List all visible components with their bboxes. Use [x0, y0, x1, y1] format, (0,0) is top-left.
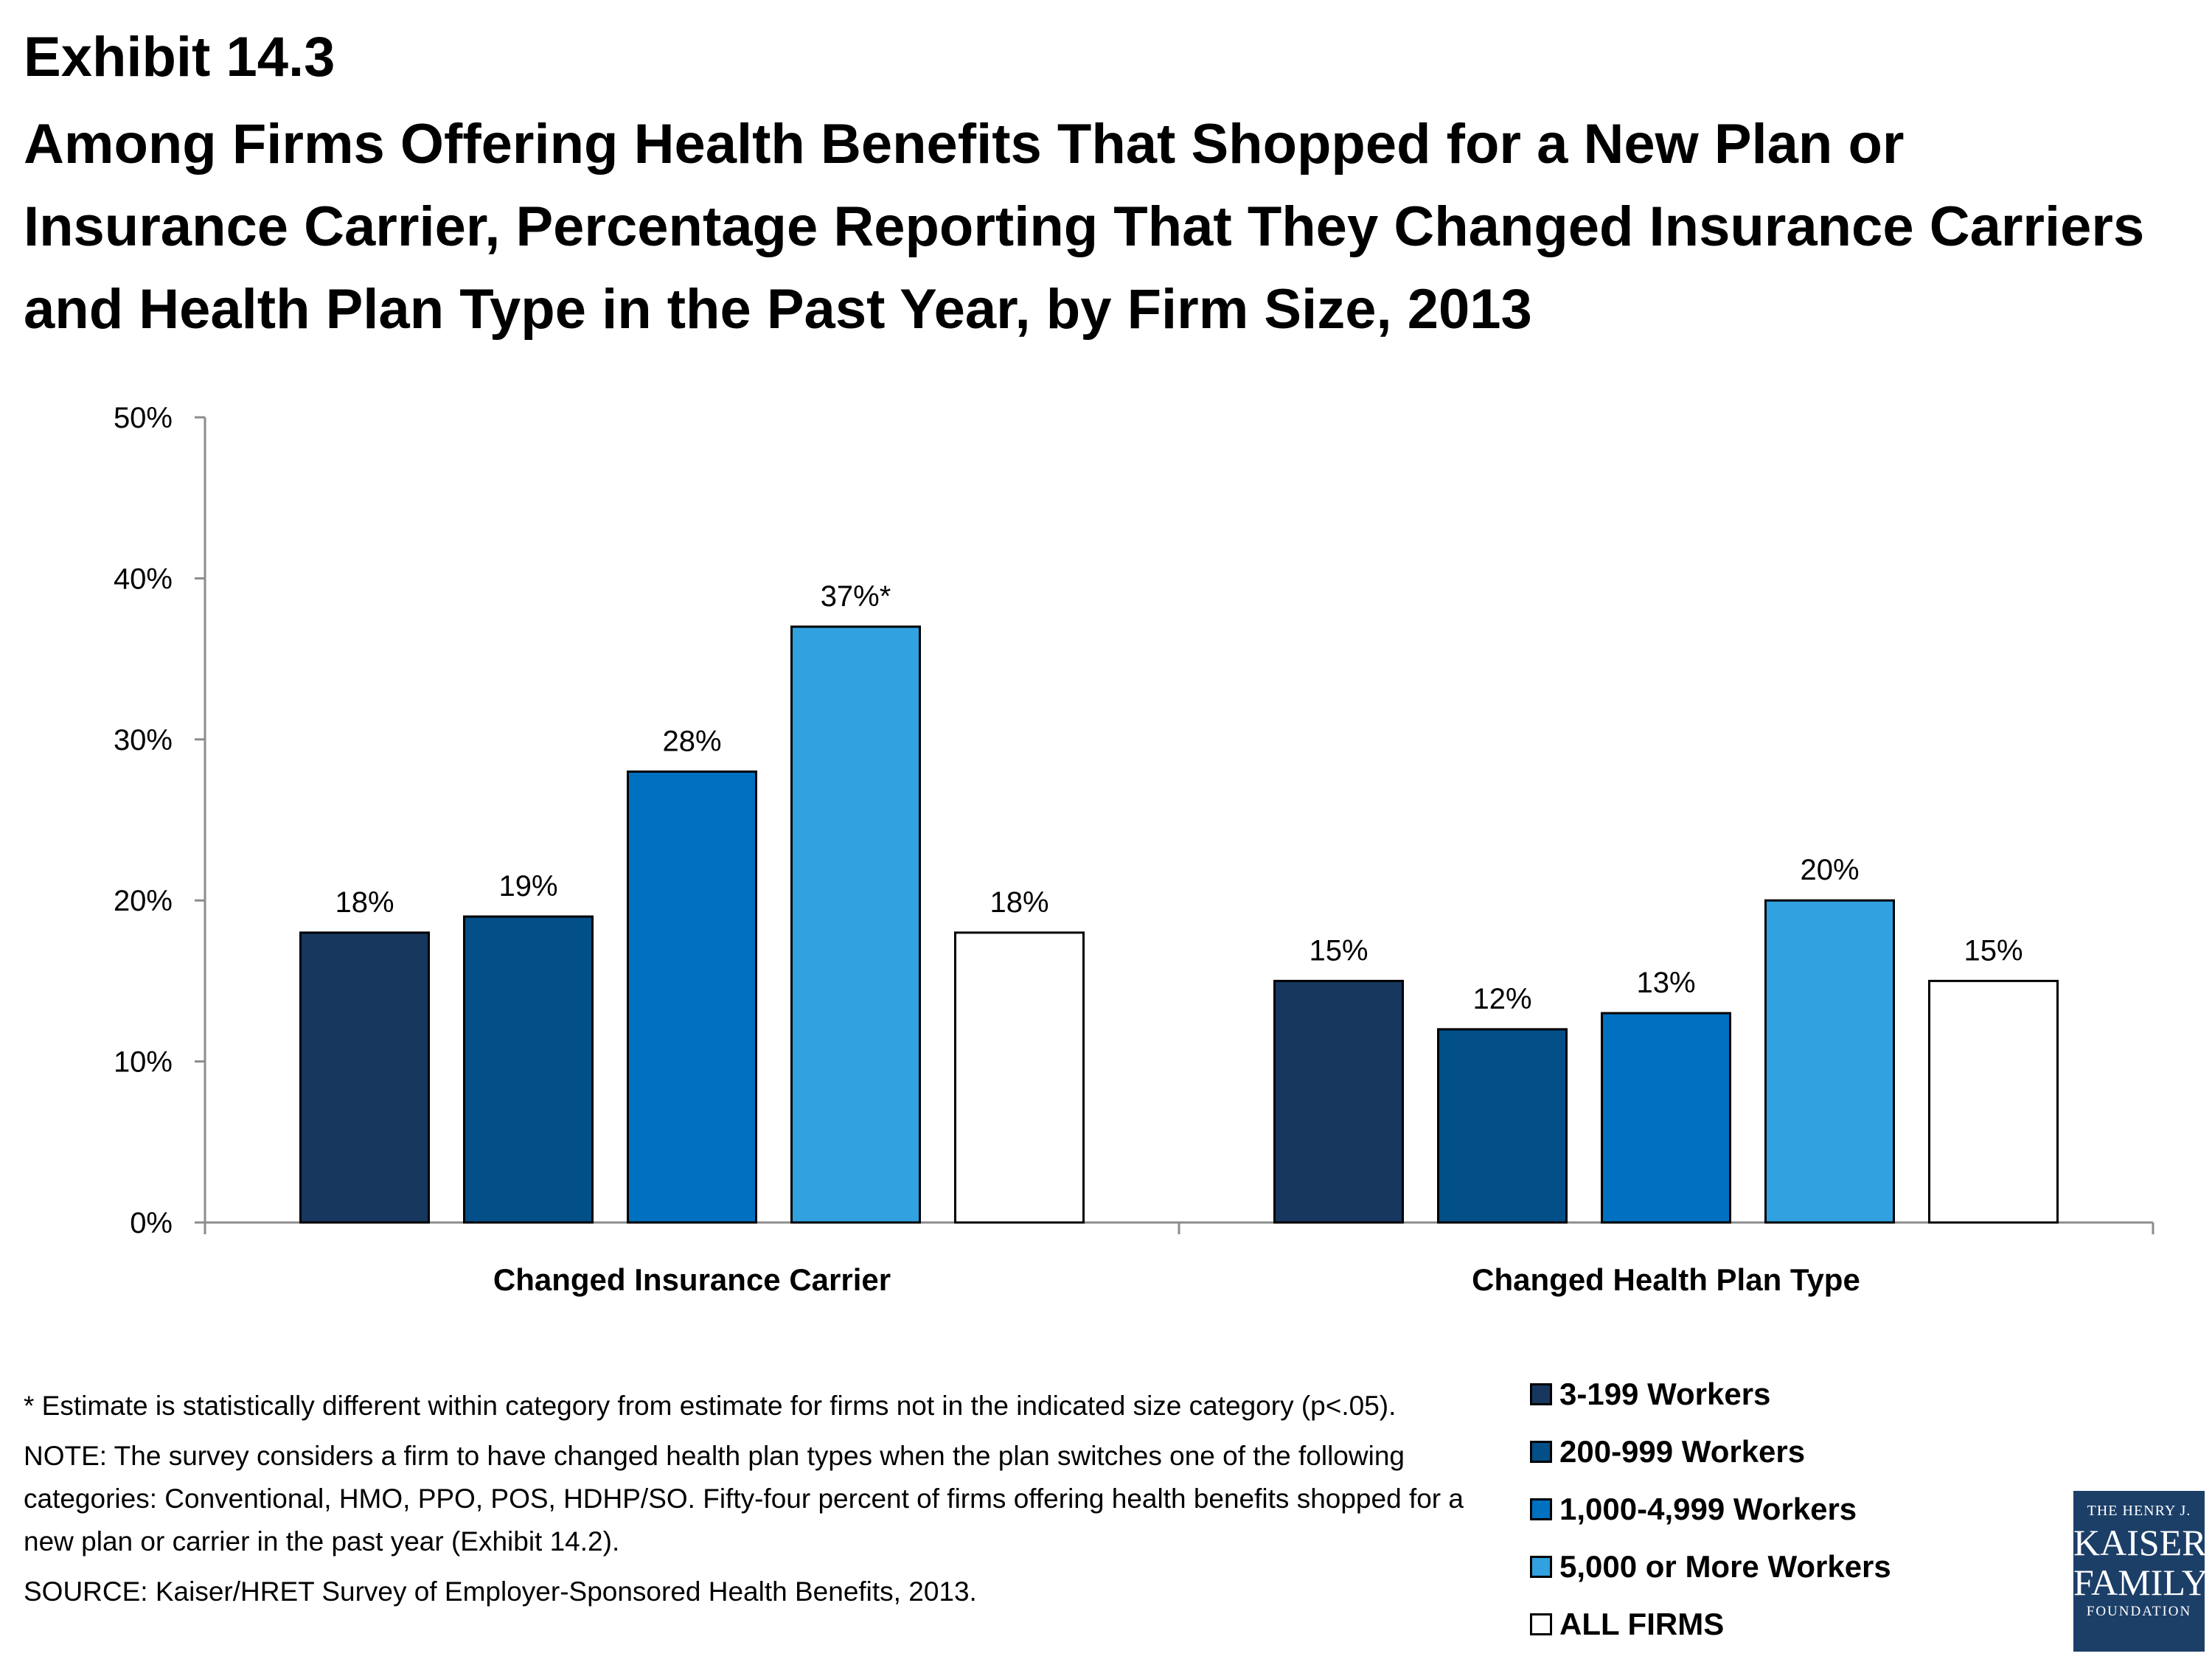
logo-line-2: KAISER — [2073, 1522, 2207, 1563]
legend-item: 1,000-4,999 Workers — [1530, 1481, 1891, 1538]
legend-swatch — [1530, 1556, 1552, 1578]
logo-line-4: FOUNDATION — [2086, 1604, 2192, 1619]
bar — [299, 931, 430, 1224]
bar — [463, 915, 594, 1224]
legend-swatch — [1530, 1498, 1552, 1520]
legend-label: 5,000 or More Workers — [1559, 1549, 1891, 1584]
logo-line-1: THE HENRY J. — [2087, 1503, 2191, 1519]
bar-value-label: 19% — [498, 870, 557, 902]
bar — [790, 625, 921, 1224]
asterisk-note: * Estimate is statistically different wi… — [24, 1391, 1397, 1421]
bar-value-label: 18% — [990, 886, 1048, 919]
legend-label: 1,000-4,999 Workers — [1559, 1492, 1857, 1526]
bar-value-label: 13% — [1636, 967, 1695, 999]
legend-swatch — [1530, 1613, 1552, 1635]
legend-item: 3-199 Workers — [1530, 1366, 1891, 1423]
legend-item: 5,000 or More Workers — [1530, 1538, 1891, 1596]
bar-value-label: 28% — [662, 725, 721, 757]
bar — [954, 931, 1085, 1224]
bar-value-label: 15% — [1309, 934, 1368, 967]
kaiser-family-foundation-logo: THE HENRY J. KAISER FAMILY FOUNDATION — [2073, 1491, 2208, 1652]
bar-value-label: 18% — [335, 886, 394, 919]
legend-label: 200-999 Workers — [1559, 1434, 1806, 1469]
logo-line-3: FAMILY — [2073, 1562, 2208, 1603]
bar — [1273, 979, 1404, 1224]
legend-swatch — [1530, 1383, 1552, 1405]
y-tick-label: 40% — [114, 563, 173, 595]
legend-item: ALL FIRMS — [1530, 1596, 1891, 1653]
legend-label: ALL FIRMS — [1559, 1607, 1725, 1641]
bar-value-label: 12% — [1472, 983, 1531, 1015]
source-note: SOURCE: Kaiser/HRET Survey of Employer-S… — [24, 1576, 977, 1607]
chart-title: Among Firms Offering Health Benefits Tha… — [24, 113, 2145, 341]
chart-bars — [299, 625, 2059, 1224]
bar-value-label: 20% — [1800, 854, 1859, 886]
bar-chart: 0% 10% 20% 30% 40% 50% Changed Insurance Carri… — [114, 402, 2154, 1297]
y-tick-label: 0% — [130, 1207, 173, 1239]
y-tick-label: 20% — [114, 885, 173, 917]
legend-label: 3-199 Workers — [1559, 1377, 1771, 1411]
bar-value-label: 37%* — [821, 580, 891, 613]
chart-notes: * Estimate is statistically different wi… — [24, 1385, 1469, 1621]
bar-value-label: 15% — [1964, 934, 2023, 967]
y-tick-label: 10% — [114, 1046, 173, 1079]
bar — [1601, 1012, 1731, 1224]
bar — [627, 770, 757, 1224]
bar — [1928, 979, 2059, 1224]
chart-legend: 3-199 Workers 200-999 Workers 1,000-4,999 … — [1530, 1366, 1891, 1653]
bar — [1437, 1028, 1568, 1224]
y-tick-label: 50% — [114, 402, 173, 434]
x-category-label: Changed Insurance Carrier — [493, 1262, 891, 1297]
method-note: NOTE: The survey considers a firm to hav… — [24, 1441, 1464, 1557]
chart-data-labels: 18% 19% 28% 37%* 18% 15% 12% 13% 20% 15% — [335, 580, 2023, 1015]
y-tick-label: 30% — [114, 724, 173, 757]
exhibit-number: Exhibit 14.3 — [24, 26, 335, 88]
legend-swatch — [1530, 1441, 1552, 1463]
x-category-label: Changed Health Plan Type — [1472, 1262, 1860, 1297]
bar — [1764, 899, 1895, 1224]
legend-item: 200-999 Workers — [1530, 1423, 1891, 1481]
